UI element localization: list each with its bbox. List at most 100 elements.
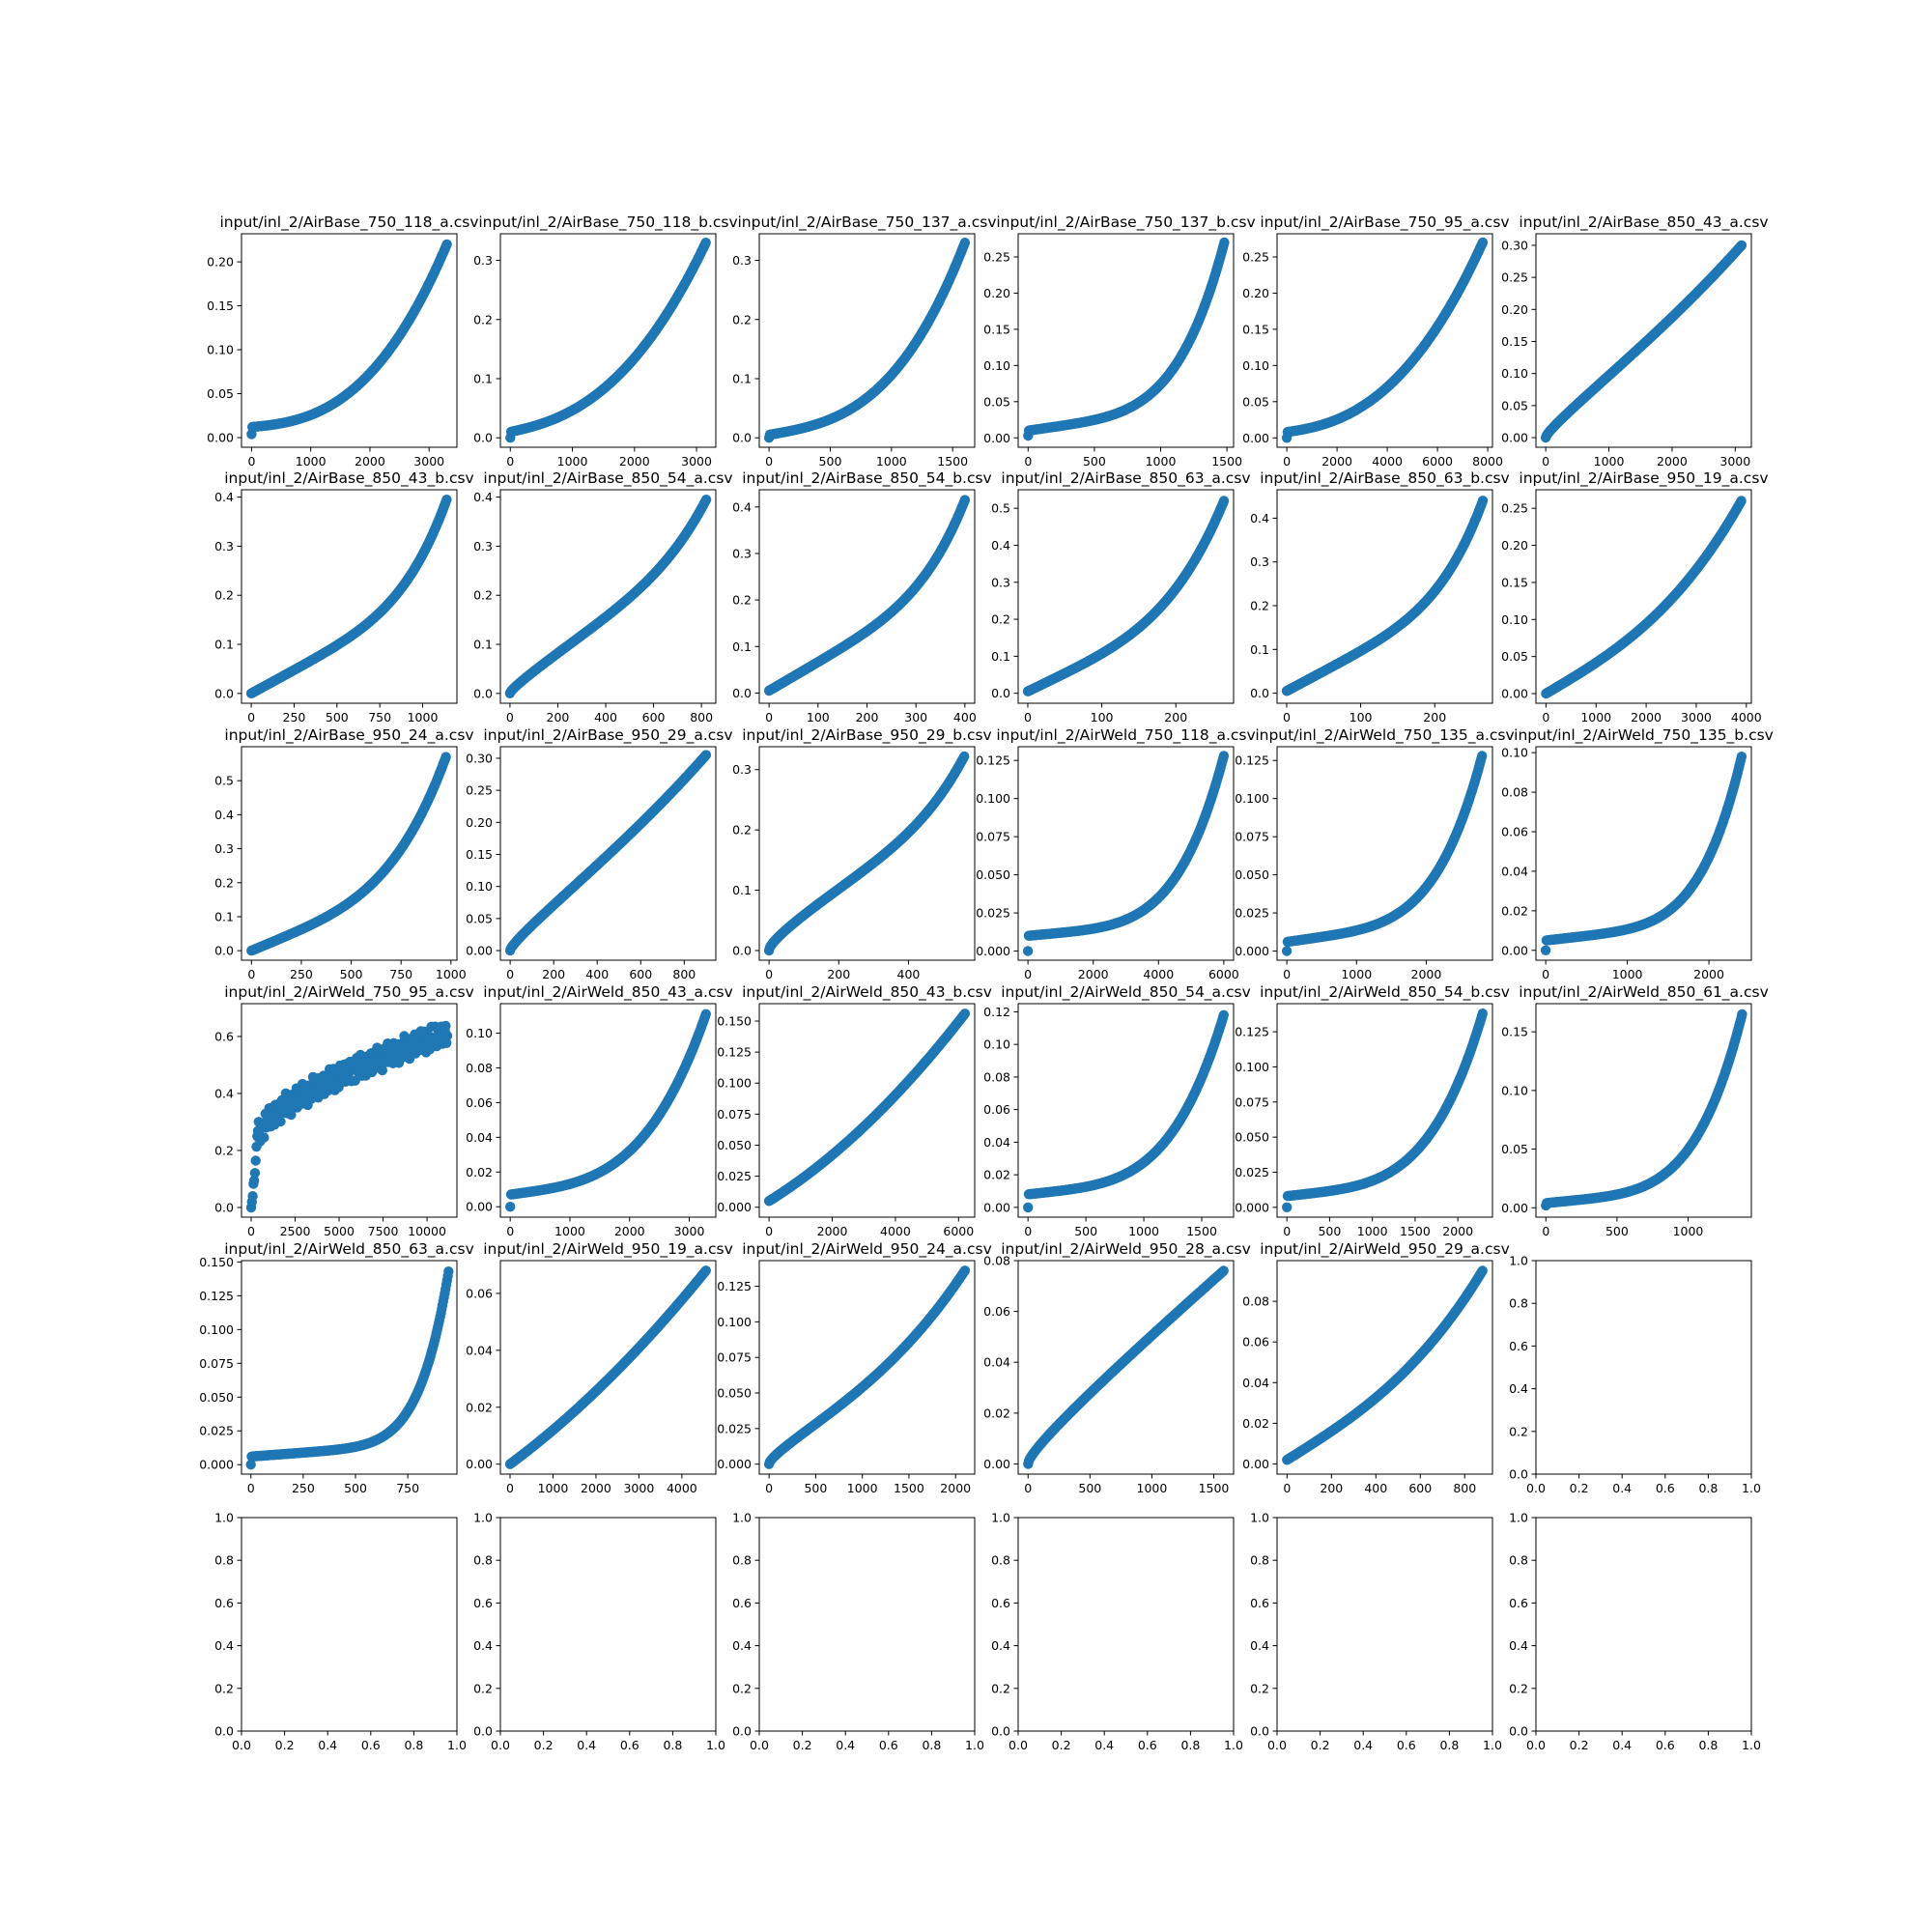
y-tick-label: 0.10 [1501,366,1528,381]
y-tick-label: 0.1 [991,649,1010,664]
data-point [700,750,712,760]
x-tick-label: 1000 [557,454,588,469]
subplot-title: input/inl_2/AirBase_950_29_a.csv [483,726,732,745]
y-tick-label: 0.1 [732,371,752,385]
x-tick-label: 1000 [296,454,327,469]
y-tick-label: 0.2 [991,612,1010,627]
y-tick-label: 0.2 [214,588,234,603]
x-tick-label: 8000 [1472,454,1503,469]
y-tick-label: 0.0 [732,431,752,445]
y-tick-label: 0.10 [207,343,234,357]
data-point [1219,237,1230,248]
subplot-title: input/inl_2/AirWeld_750_135_a.csv [1255,726,1514,745]
y-tick-label: 0.10 [1501,612,1528,627]
y-tick-label: 0.05 [1501,398,1528,412]
x-tick-label: 3000 [681,454,712,469]
y-tick-label: 0.00 [1501,431,1528,445]
scatter-points [246,239,452,440]
x-tick-label: 0 [1283,454,1291,469]
x-tick-label: 1500 [937,454,968,469]
scatter-points [763,495,971,696]
x-tick-label: 500 [1083,454,1106,469]
x-tick-label: 400 [594,710,617,724]
x-tick-label: 0 [1024,967,1032,981]
y-tick-label: 0.1 [732,883,752,897]
subplot-8: 0 200 400 600 8000.00.10.20.30.4input/inl_2/… [473,469,732,724]
y-tick-label: 0.05 [207,386,234,401]
x-tick-label: 400 [953,710,977,724]
y-tick-label: 0.3 [732,253,752,268]
data-point [959,495,971,505]
y-tick-label: 0.0 [214,686,234,700]
y-tick-label: 0.20 [1501,538,1528,553]
x-tick-label: 250 [283,710,306,724]
data-point [1477,237,1489,248]
x-tick-label: 6000 [1422,454,1453,469]
subplot-title: input/inl_2/AirBase_750_118_a.csv [219,213,478,232]
y-tick-label: 0.2 [1250,599,1269,613]
subplot-title: input/inl_2/AirBase_850_63_a.csv [1001,469,1250,488]
data-point [440,752,451,762]
scatter-points [1281,496,1489,696]
x-tick-label: 0 [765,710,773,724]
axes-frame [758,233,976,448]
y-tick-label: 0.3 [473,253,493,268]
y-tick-label: 0.25 [1242,249,1269,264]
y-tick-label: 0.0 [1250,686,1269,700]
y-tick-label: 0.0 [473,431,493,445]
y-tick-label: 0.0 [991,686,1010,700]
y-tick-label: 0.2 [214,875,234,890]
data-point [441,239,452,250]
axes-frame [1535,489,1752,704]
subplot-6: 0 1000 2000 30000.000.050.100.150.200.250.3… [1501,213,1768,469]
x-tick-label: 200 [547,710,570,724]
y-tick-label: 0.20 [207,255,234,270]
y-tick-label: 0.05 [466,911,493,925]
x-tick-label: 600 [642,710,666,724]
y-tick-label: 0.4 [1250,511,1269,526]
y-tick-label: 0.3 [732,546,752,560]
x-tick-label: 100 [1091,710,1114,724]
subplot-3: 0 500 1000 15000.00.10.20.3input/inl_2/AirB… [732,213,996,469]
data-point [441,495,452,505]
y-tick-label: 0.4 [991,538,1010,553]
subplot-15: 0 200 4000.00.10.20.3input/inl_2/AirBase_9… [732,726,992,981]
y-tick-label: 0.20 [983,286,1010,300]
scatter-points [763,238,971,443]
y-tick-label: 0.100 [1235,791,1269,806]
data-point [1736,496,1747,506]
x-tick-label: 0 [247,454,255,469]
x-tick-label: 750 [368,710,391,724]
x-tick-label: 2000 [1078,967,1109,981]
axes-frame [758,489,976,704]
x-tick-label: 4000 [1372,454,1403,469]
y-tick-label: 0.1 [214,909,234,923]
scatter-points [504,750,712,956]
y-tick-label: 0.25 [466,783,493,798]
x-tick-label: 3000 [413,454,444,469]
y-tick-label: 0.15 [983,322,1010,336]
axes-frame [1535,233,1752,448]
y-tick-label: 0.050 [1235,867,1269,882]
data-point [1281,946,1293,956]
subplot-18: 0 1000 20000.000.020.040.060.080.10input/i… [1501,726,1774,981]
x-tick-label: 200 [542,967,565,981]
scatter-points [1281,751,1488,956]
subplot-title: input/inl_2/AirBase_750_137_b.csv [996,213,1255,232]
scatter-points [1022,496,1230,696]
scatter-points [1541,496,1747,699]
x-tick-label: 0 [1283,967,1291,981]
subplot-16: 0 2000 4000 60000.0000.0250.0500.0750.1000.… [976,726,1255,981]
y-tick-label: 0.125 [976,753,1010,768]
x-tick-label: 0 [765,454,773,469]
x-tick-label: 2000 [1411,967,1442,981]
data-point [959,238,971,248]
y-tick-label: 0.30 [1501,238,1528,252]
y-tick-label: 0.3 [1250,554,1269,569]
x-tick-label: 600 [629,967,652,981]
data-point [1022,946,1034,956]
axes-frame [1017,746,1235,961]
x-tick-label: 500 [326,710,349,724]
y-tick-label: 0.1 [732,639,752,654]
subplot-title: input/inl_2/AirBase_850_63_b.csv [1260,469,1509,488]
